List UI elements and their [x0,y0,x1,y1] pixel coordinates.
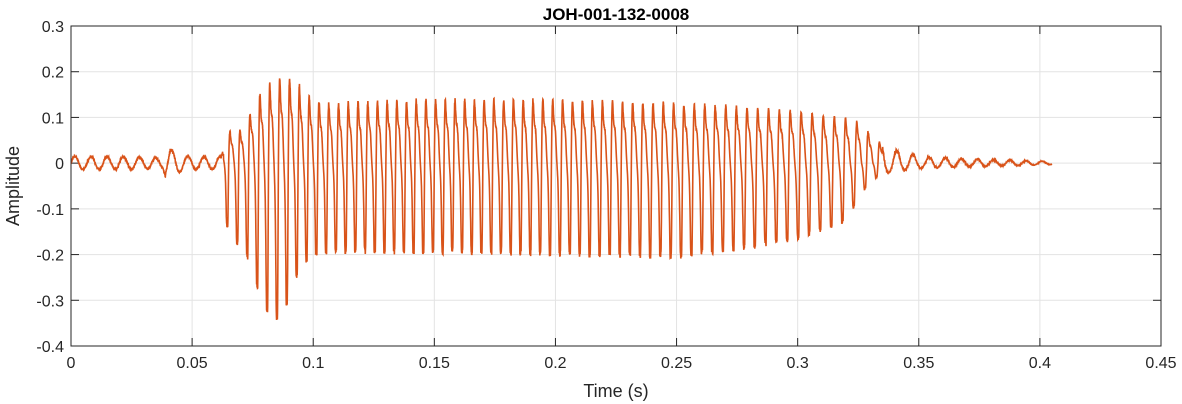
x-tick-label: 0.35 [903,355,934,372]
y-tick-label: 0.2 [42,65,64,82]
x-tick-label: 0.4 [1029,355,1051,372]
y-tick-label: 0 [55,156,64,173]
x-tick-label: 0.15 [419,355,450,372]
y-tick-label: 0.1 [42,110,64,127]
y-tick-labels: -0.4 -0.3 -0.2 -0.1 0 0.1 0.2 0.3 [36,19,64,356]
waveform-series-line [71,78,1053,320]
y-tick-label: -0.2 [36,248,64,265]
x-axis-label: Time (s) [583,381,648,401]
x-tick-labels: 0 0.05 0.1 0.15 0.2 0.25 0.3 0.35 0.4 0.45 [67,355,1177,372]
x-tick-label: 0 [67,355,76,372]
y-tick-label: -0.3 [36,293,64,310]
chart-title: JOH-001-132-0008 [543,5,689,24]
x-tick-label: 0.45 [1145,355,1176,372]
plot-area [71,26,1161,346]
x-tick-label: 0.2 [544,355,566,372]
x-tick-label: 0.1 [302,355,324,372]
y-tick-label: -0.4 [36,339,64,356]
x-tick-label: 0.3 [787,355,809,372]
grid-lines [71,26,1161,346]
x-tick-label: 0.05 [177,355,208,372]
x-tick-label: 0.25 [661,355,692,372]
axis-ticks [70,25,1162,347]
y-tick-label: -0.1 [36,202,64,219]
y-tick-label: 0.3 [42,19,64,36]
y-axis-label: Amplitude [3,146,23,226]
plot-box [70,25,1162,347]
